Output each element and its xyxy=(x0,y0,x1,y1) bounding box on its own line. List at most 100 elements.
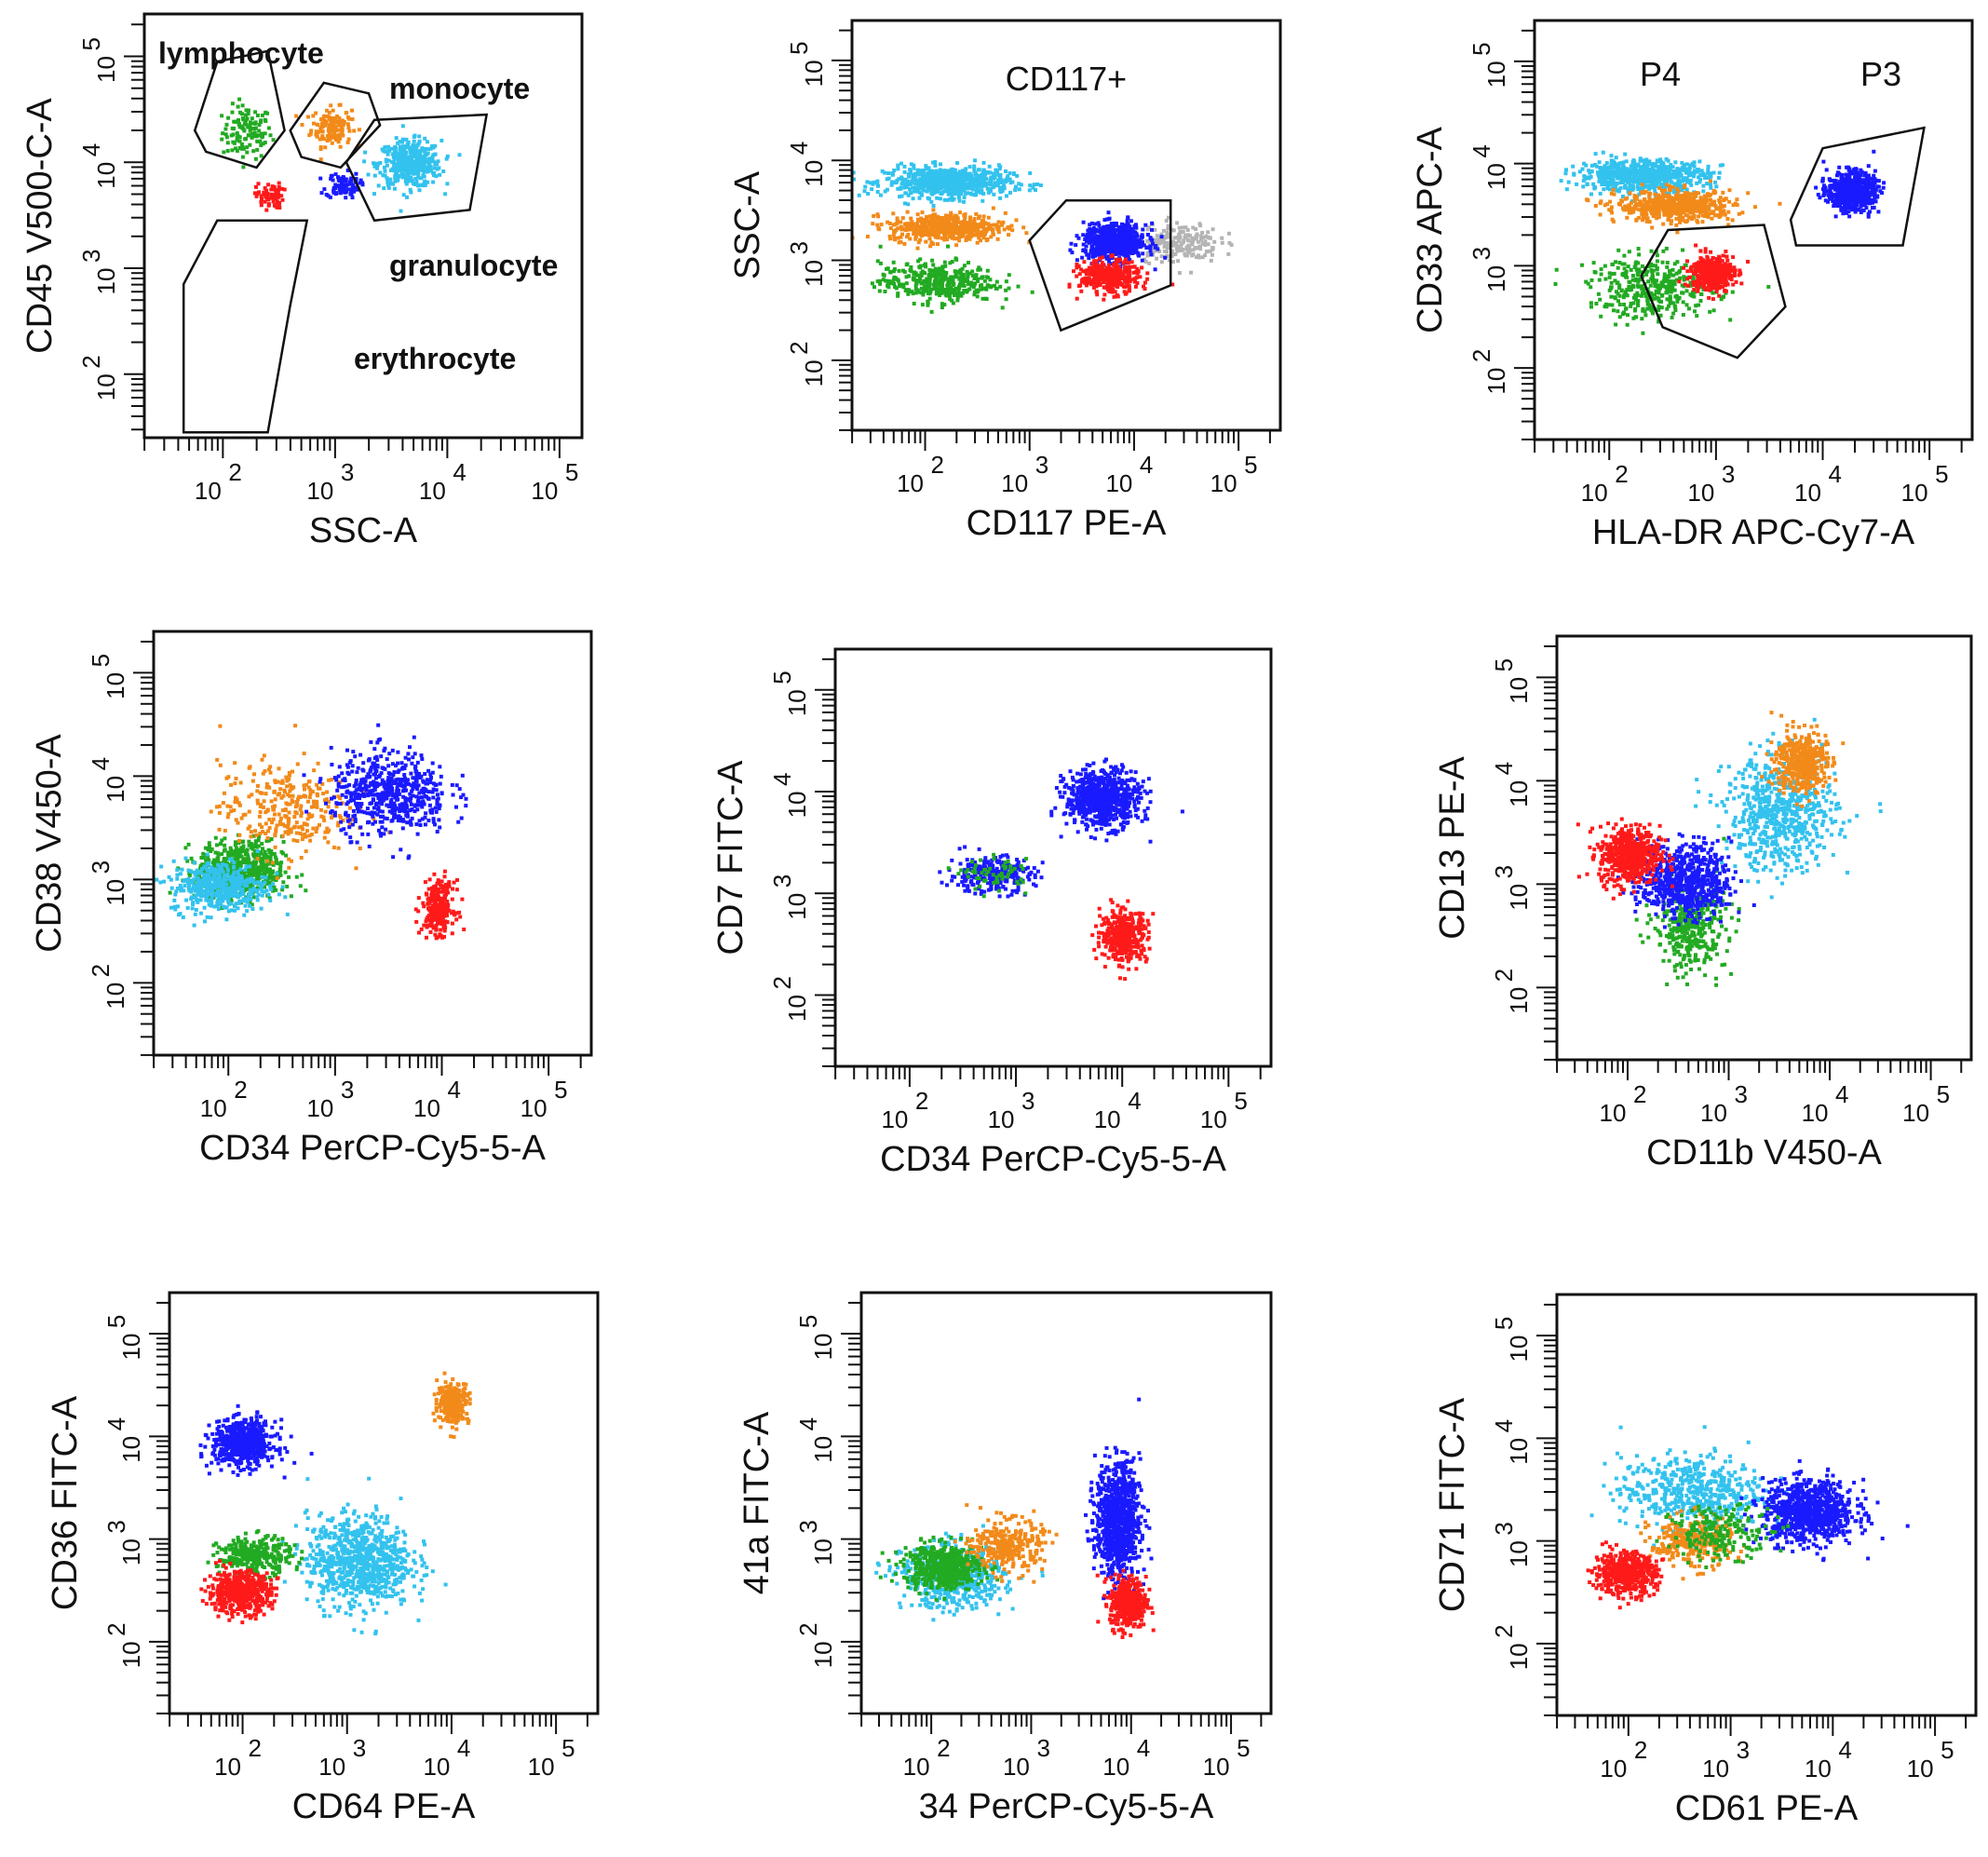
dot xyxy=(412,166,416,170)
dot xyxy=(959,192,964,196)
dot xyxy=(1119,251,1124,256)
dot xyxy=(399,171,404,176)
dot xyxy=(1701,189,1706,194)
dot xyxy=(235,135,239,140)
dot xyxy=(949,176,953,181)
dot xyxy=(1084,278,1089,283)
x-tick-label: 10 xyxy=(1210,469,1237,497)
dot xyxy=(1190,236,1195,240)
dot xyxy=(271,199,276,204)
dot xyxy=(1127,234,1131,238)
dot xyxy=(933,266,938,271)
dot xyxy=(1630,160,1635,165)
dot xyxy=(1609,158,1614,163)
dot xyxy=(403,179,408,183)
dot xyxy=(923,182,927,186)
dot xyxy=(1125,277,1129,281)
dot xyxy=(828,179,832,183)
dot xyxy=(985,182,990,186)
dot xyxy=(438,172,442,177)
dot xyxy=(920,193,924,197)
gate-lymphocyte xyxy=(193,49,286,169)
dot xyxy=(1700,210,1705,214)
dot xyxy=(1629,210,1633,214)
dot xyxy=(1670,185,1675,190)
dot xyxy=(1185,228,1190,232)
dot xyxy=(420,146,425,151)
dot xyxy=(1697,175,1700,180)
dot xyxy=(1088,240,1091,245)
dot xyxy=(1200,255,1205,260)
dot xyxy=(346,187,351,192)
dot xyxy=(252,131,257,135)
dot xyxy=(1201,236,1205,239)
dot xyxy=(248,123,252,128)
dot xyxy=(272,184,277,189)
dot xyxy=(1668,210,1672,213)
dot xyxy=(1665,165,1670,169)
dot xyxy=(1615,188,1619,193)
dot xyxy=(877,289,882,293)
dot xyxy=(938,283,942,288)
dot xyxy=(1102,285,1106,290)
dot xyxy=(1012,172,1016,177)
dot xyxy=(1571,164,1576,169)
dot xyxy=(1128,224,1132,229)
dot xyxy=(1075,274,1079,278)
dot xyxy=(942,177,947,182)
dot xyxy=(878,261,883,265)
dot xyxy=(958,210,963,215)
dot xyxy=(960,234,965,238)
dot xyxy=(899,235,903,239)
dot xyxy=(978,174,982,179)
dot xyxy=(918,257,923,262)
dot xyxy=(1610,175,1615,180)
dot xyxy=(979,224,983,229)
dot xyxy=(415,149,420,154)
dot xyxy=(1122,230,1127,235)
dot xyxy=(943,264,948,268)
dot xyxy=(890,171,895,176)
dot xyxy=(933,163,938,168)
dot xyxy=(1703,201,1708,206)
dot xyxy=(1709,192,1713,197)
dot xyxy=(950,217,954,222)
dot xyxy=(1586,198,1590,203)
dot xyxy=(955,298,960,303)
y-tick-label: 10 xyxy=(92,373,120,400)
dot xyxy=(242,129,247,133)
dot xyxy=(900,216,905,221)
dot xyxy=(1145,238,1150,243)
dot xyxy=(319,191,324,196)
dot xyxy=(1008,190,1012,195)
dot xyxy=(926,176,931,181)
dot xyxy=(1661,194,1666,198)
dot xyxy=(951,291,954,295)
dot xyxy=(1572,171,1576,176)
dot xyxy=(892,269,896,274)
dot xyxy=(325,139,330,142)
dot xyxy=(914,179,919,183)
dot xyxy=(985,237,990,241)
dot xyxy=(895,219,899,224)
dot xyxy=(1648,174,1653,179)
dot xyxy=(975,240,980,245)
dot xyxy=(345,140,350,144)
dot xyxy=(954,224,959,228)
dot xyxy=(268,133,273,138)
dot xyxy=(927,237,932,241)
dot xyxy=(914,273,919,278)
dot xyxy=(1667,196,1670,200)
dot xyxy=(991,206,995,210)
dot xyxy=(1612,169,1616,174)
dot xyxy=(1636,175,1641,180)
dot xyxy=(1147,261,1152,265)
dot xyxy=(1658,172,1663,177)
dot xyxy=(953,270,958,275)
dot xyxy=(1210,227,1215,232)
dot xyxy=(1000,305,1005,310)
dot xyxy=(1194,227,1198,231)
dot xyxy=(961,224,966,228)
dot xyxy=(1104,245,1109,250)
